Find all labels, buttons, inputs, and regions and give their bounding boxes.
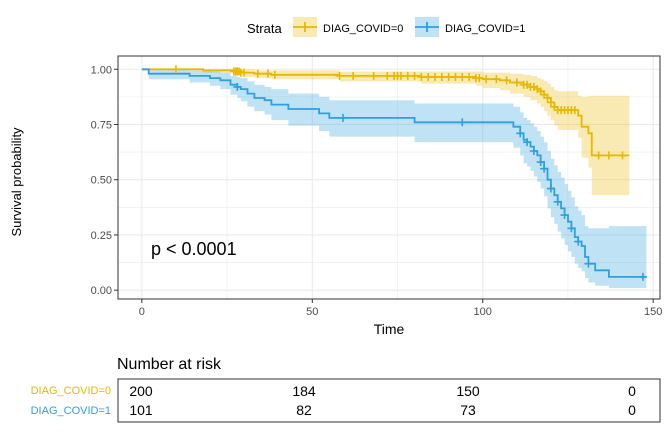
x-tick-label: 100 bbox=[474, 306, 492, 318]
censor-mark-strata0 bbox=[171, 65, 180, 74]
censor-mark-strata0 bbox=[410, 71, 419, 80]
censor-mark-strata0 bbox=[618, 151, 627, 160]
risk-table-values: 200 184 150 0 101 82 73 0 bbox=[129, 383, 636, 418]
plot-panel-border bbox=[117, 55, 661, 300]
risk-table-title: Number at risk bbox=[117, 356, 222, 373]
risk-value: 0 bbox=[628, 402, 636, 418]
censor-mark-strata1 bbox=[560, 211, 569, 220]
risk-value: 0 bbox=[628, 383, 636, 399]
risk-row-label-strata0: DIAG_COVID=0 bbox=[31, 385, 111, 397]
censor-mark-strata0 bbox=[253, 69, 262, 78]
x-axis-ticks: 0 50 100 150 bbox=[139, 299, 662, 318]
censor-mark-strata1 bbox=[540, 164, 549, 173]
y-tick-label: 0.25 bbox=[91, 230, 112, 242]
x-tick-label: 0 bbox=[139, 306, 145, 318]
legend: Strata DIAG_COVID=0 DIAG_COVID=1 bbox=[247, 17, 525, 37]
x-tick-label: 50 bbox=[306, 306, 318, 318]
risk-value: 73 bbox=[460, 402, 476, 418]
p-value-annotation: p < 0.0001 bbox=[151, 239, 237, 259]
censor-mark-strata1 bbox=[546, 184, 555, 193]
censor-mark-strata0 bbox=[444, 72, 453, 81]
censor-mark-strata1 bbox=[536, 158, 545, 167]
censor-mark-strata1 bbox=[553, 197, 562, 206]
risk-value: 200 bbox=[129, 383, 153, 399]
censor-mark-strata1 bbox=[338, 113, 347, 122]
censor-mark-strata1 bbox=[584, 259, 593, 268]
censor-mark-strata1 bbox=[516, 129, 525, 138]
risk-value: 101 bbox=[129, 402, 153, 418]
censor-mark-strata0 bbox=[546, 98, 555, 107]
y-tick-label: 0.00 bbox=[91, 285, 112, 297]
censor-mark-strata0 bbox=[349, 71, 358, 80]
y-tick-label: 1.00 bbox=[91, 64, 112, 76]
censor-mark-strata0 bbox=[458, 72, 467, 81]
confidence-band-strata1 bbox=[141, 69, 647, 288]
censor-mark-strata1 bbox=[458, 118, 467, 127]
legend-label-strata1: DIAG_COVID=1 bbox=[445, 23, 525, 35]
risk-row-label-strata1: DIAG_COVID=1 bbox=[31, 405, 111, 417]
censor-mark-strata0 bbox=[369, 71, 378, 80]
censor-mark-strata1 bbox=[529, 146, 538, 155]
plot-gridlines bbox=[118, 56, 660, 299]
censor-mark-strata0 bbox=[437, 72, 446, 81]
censor-mark-strata0 bbox=[263, 69, 272, 78]
legend-title: Strata bbox=[247, 21, 282, 36]
censor-mark-strata0 bbox=[594, 151, 603, 160]
censor-mark-strata0 bbox=[396, 71, 405, 80]
censor-mark-strata1 bbox=[567, 224, 576, 233]
censor-mark-strata0 bbox=[403, 71, 412, 80]
y-tick-label: 0.75 bbox=[91, 119, 112, 131]
censor-mark-strata0 bbox=[502, 76, 511, 85]
censor-mark-strata0 bbox=[570, 106, 579, 115]
x-tick-label: 150 bbox=[644, 306, 662, 318]
censor-mark-strata0 bbox=[235, 67, 244, 76]
legend-key-strata1 bbox=[415, 17, 439, 37]
y-axis-title: Survival probability bbox=[9, 127, 24, 237]
censor-mark-strata0 bbox=[465, 72, 474, 81]
censor-marks bbox=[171, 65, 647, 281]
risk-value: 82 bbox=[296, 402, 312, 418]
censor-mark-strata0 bbox=[240, 68, 249, 77]
censor-mark-strata0 bbox=[270, 70, 279, 79]
x-axis-title: Time bbox=[374, 321, 405, 337]
confidence-bands bbox=[141, 69, 647, 288]
censor-mark-strata0 bbox=[492, 75, 501, 84]
legend-label-strata0: DIAG_COVID=0 bbox=[323, 23, 403, 35]
censor-mark-strata0 bbox=[475, 74, 484, 83]
censor-mark-strata0 bbox=[417, 72, 426, 81]
censor-mark-strata0 bbox=[482, 75, 491, 84]
censor-mark-strata1 bbox=[574, 237, 583, 246]
y-tick-label: 0.50 bbox=[91, 175, 112, 187]
censor-mark-strata1 bbox=[638, 272, 647, 281]
censor-mark-strata0 bbox=[512, 78, 521, 87]
censor-mark-strata0 bbox=[604, 151, 613, 160]
legend-key-strata0 bbox=[293, 17, 317, 37]
censor-mark-strata1 bbox=[523, 138, 532, 147]
y-axis-ticks: 0.00 0.25 0.50 0.75 1.00 bbox=[91, 64, 118, 297]
censor-mark-strata0 bbox=[451, 72, 460, 81]
censor-mark-strata0 bbox=[543, 93, 552, 102]
risk-value: 184 bbox=[292, 383, 316, 399]
censor-mark-strata0 bbox=[383, 71, 392, 80]
censor-mark-strata1 bbox=[233, 82, 242, 91]
risk-table-border bbox=[117, 378, 661, 423]
censor-mark-strata0 bbox=[424, 72, 433, 81]
censor-mark-strata0 bbox=[335, 71, 344, 80]
risk-value: 150 bbox=[456, 383, 480, 399]
censor-mark-strata0 bbox=[431, 72, 440, 81]
